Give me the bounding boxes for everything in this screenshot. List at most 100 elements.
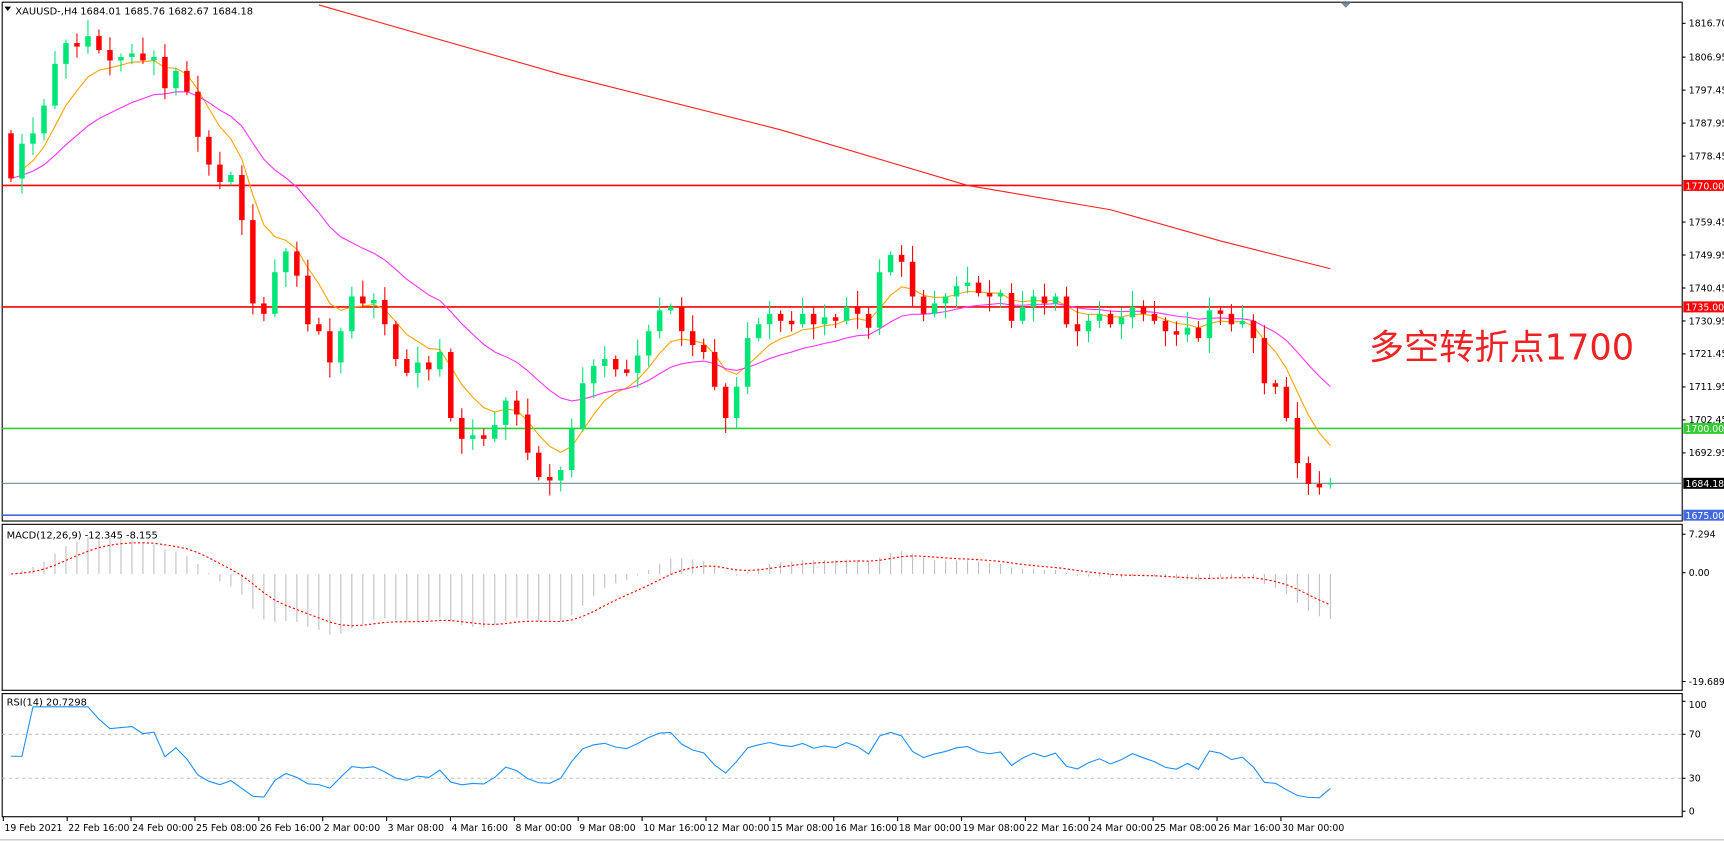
candle[interactable] (30, 117, 36, 155)
candle[interactable] (503, 397, 509, 440)
candle[interactable] (1250, 314, 1257, 354)
candle[interactable] (601, 346, 608, 378)
candle[interactable] (426, 355, 432, 381)
candle[interactable] (568, 418, 575, 478)
candle[interactable] (1316, 471, 1323, 495)
candle[interactable] (536, 446, 542, 481)
candle[interactable] (744, 322, 751, 395)
candle[interactable] (481, 428, 487, 447)
candle[interactable] (656, 297, 663, 339)
candle[interactable] (1096, 301, 1103, 329)
main-price-panel[interactable] (1, 1, 1683, 522)
candle[interactable] (1272, 379, 1279, 395)
candle[interactable] (19, 134, 25, 194)
candle[interactable] (327, 318, 333, 378)
candle[interactable] (1217, 306, 1224, 325)
candle[interactable] (810, 307, 817, 340)
candle[interactable] (448, 348, 454, 422)
candle[interactable] (338, 327, 344, 374)
candle[interactable] (1019, 290, 1026, 325)
candle[interactable] (788, 311, 795, 332)
candle[interactable] (217, 151, 223, 190)
candle[interactable] (1283, 377, 1290, 422)
candle[interactable] (887, 251, 894, 276)
candle[interactable] (261, 296, 267, 322)
candle[interactable] (766, 301, 773, 340)
candle[interactable] (349, 286, 355, 339)
candle[interactable] (777, 310, 784, 332)
candle[interactable] (41, 98, 47, 141)
candle[interactable] (184, 61, 190, 96)
candle[interactable] (1140, 300, 1147, 322)
candle[interactable] (371, 293, 377, 319)
candle[interactable] (997, 289, 1004, 308)
candle[interactable] (667, 303, 674, 314)
candle[interactable] (514, 390, 520, 426)
candle[interactable] (711, 339, 718, 391)
candle[interactable] (250, 204, 256, 315)
candle[interactable] (689, 315, 696, 357)
candle[interactable] (1074, 308, 1081, 347)
candle[interactable] (590, 359, 597, 399)
candle[interactable] (546, 464, 553, 496)
candle[interactable] (755, 317, 762, 342)
candle[interactable] (173, 67, 179, 96)
candle[interactable] (1008, 283, 1015, 329)
candle[interactable] (393, 320, 399, 367)
candle[interactable] (821, 304, 828, 336)
candle[interactable] (931, 290, 938, 318)
candle[interactable] (898, 245, 905, 277)
candle[interactable] (854, 290, 861, 329)
annotation-text[interactable]: 多空转折点1700 (1369, 327, 1634, 368)
candle[interactable] (1129, 290, 1136, 329)
candle[interactable] (52, 51, 58, 110)
candle[interactable] (953, 276, 960, 308)
candle[interactable] (107, 37, 113, 76)
candle[interactable] (975, 276, 982, 297)
candle[interactable] (316, 317, 322, 335)
candle[interactable] (151, 50, 157, 76)
candle[interactable] (1305, 456, 1312, 496)
candle[interactable] (63, 39, 69, 79)
candle[interactable] (470, 419, 476, 450)
candle[interactable] (623, 359, 630, 377)
candle[interactable] (140, 37, 146, 64)
candle[interactable] (1195, 321, 1202, 342)
candle[interactable] (942, 293, 949, 319)
candle[interactable] (118, 53, 124, 72)
candle[interactable] (634, 339, 641, 388)
candle[interactable] (404, 349, 410, 377)
candle[interactable] (876, 259, 883, 336)
candle[interactable] (96, 29, 102, 54)
chart-shift-marker-icon[interactable] (1340, 2, 1352, 8)
candle[interactable] (1041, 283, 1048, 315)
candle[interactable] (492, 412, 498, 443)
candle[interactable] (415, 346, 421, 388)
candle[interactable] (1294, 402, 1301, 479)
candle[interactable] (1151, 301, 1158, 325)
candle[interactable] (272, 259, 278, 318)
candle[interactable] (700, 338, 707, 360)
candle[interactable] (722, 383, 729, 433)
candle[interactable] (1173, 321, 1180, 346)
candle[interactable] (283, 247, 289, 288)
candle[interactable] (1162, 317, 1169, 347)
candle[interactable] (1118, 307, 1125, 340)
candle[interactable] (459, 408, 465, 454)
candle[interactable] (305, 259, 311, 332)
candle[interactable] (678, 297, 685, 347)
candle[interactable] (74, 33, 80, 58)
rsi-panel[interactable] (1, 693, 1683, 818)
candle[interactable] (645, 324, 652, 367)
candle[interactable] (382, 287, 388, 336)
candle[interactable] (612, 355, 619, 377)
candle[interactable] (1107, 310, 1114, 328)
collapse-triangle-icon[interactable] (4, 6, 11, 11)
candle[interactable] (525, 398, 531, 460)
candle[interactable] (1085, 314, 1092, 343)
candle[interactable] (1052, 293, 1059, 311)
candle[interactable] (8, 129, 14, 182)
candle[interactable] (1063, 286, 1070, 328)
candle[interactable] (129, 43, 135, 65)
